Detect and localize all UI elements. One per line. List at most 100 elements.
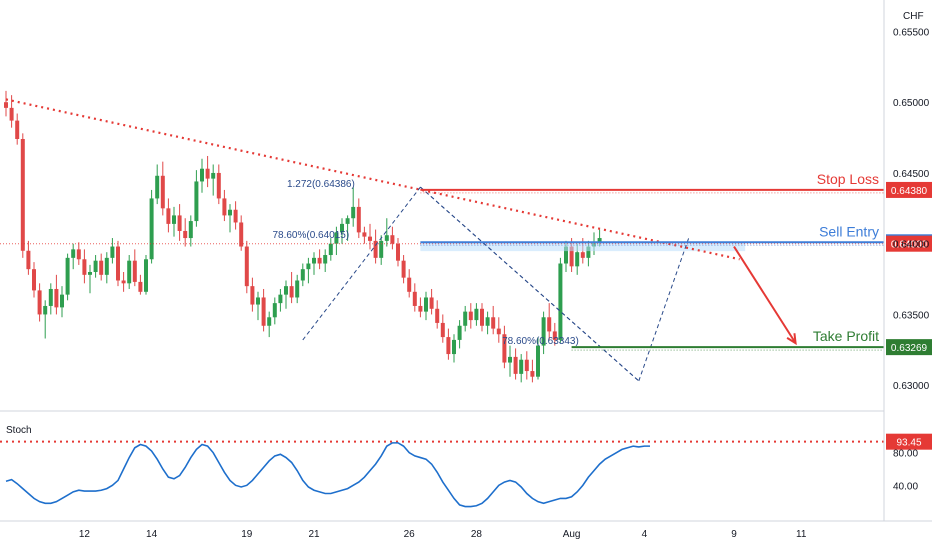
candle-body [407,277,412,292]
candle-body [188,221,193,239]
candle [82,249,87,284]
candle [239,215,244,251]
candle [401,255,406,284]
candle-body [250,286,255,305]
price-badge-label: 0.64000 [891,240,928,251]
descending-trendline [5,98,740,261]
candle [379,235,384,265]
candle-body [127,260,132,284]
sell-zone-band [420,242,746,252]
candle-body [205,168,210,179]
candle-body [356,206,361,233]
candle [71,243,76,270]
candle-body [256,297,260,305]
fib-label: 1.272(0.64386) [287,179,355,190]
candle [519,354,524,383]
candle-body [575,252,580,267]
candle-body [401,260,406,278]
candle [457,320,462,349]
candle [48,283,53,315]
candle-body [552,331,557,340]
candle [155,164,160,205]
candle-body [26,250,31,270]
candle [76,242,81,265]
candle-body [20,139,25,251]
date-tick-label: 4 [642,529,648,540]
candle-body [412,291,417,306]
candle [536,337,540,380]
candle-body [194,181,199,222]
candle [60,286,64,318]
candle [340,218,344,244]
candle-body [524,359,529,372]
candle-body [480,308,484,326]
candle [211,164,216,196]
candle-body [306,263,311,270]
date-tick-label: 12 [79,529,91,540]
candle-body [564,246,568,264]
candle [474,303,479,326]
candle-body [541,317,546,346]
candle-body [429,297,434,309]
candle [356,198,361,239]
target-arrow-line [733,245,797,344]
candle-body [272,303,277,318]
candle [160,161,165,216]
candle [99,253,104,281]
candle-body [418,305,423,312]
candle [491,305,496,335]
candle-body [155,175,160,199]
candle [166,198,171,233]
candle [4,90,8,117]
candle-body [547,317,552,332]
candle [435,300,440,329]
candle-body [452,339,456,355]
candle [188,215,193,247]
candle-body [558,263,563,340]
candle [552,322,557,346]
candle-body [239,222,244,247]
candle [480,303,484,332]
candle-body [278,294,283,304]
candle-body [54,288,59,308]
candle-body [99,260,104,275]
candle-body [183,230,188,239]
candle-body [76,249,81,260]
stoch-tick-label: 40.00 [893,481,918,492]
candle [172,206,176,237]
candle-body [121,280,126,284]
candle-body [580,252,585,258]
candle-body [144,259,148,292]
candle-body [200,168,204,182]
candle-body [160,175,165,209]
candle-body [261,297,266,326]
candle [300,263,305,287]
candle-body [267,317,272,326]
candle [547,303,552,340]
date-tick-label: 11 [796,529,807,540]
candle [233,201,238,230]
candle [138,274,143,295]
candle [256,291,260,321]
stoch-line [5,442,650,508]
candle-body [233,209,238,223]
date-tick-label: 9 [731,529,737,540]
price-axis: 0.63000 0.63500 0.64000 0.64500 0.65000 0.655… [0,0,932,522]
candle [127,255,132,289]
candle-body [71,249,76,258]
candle [216,164,221,205]
candle [88,264,92,294]
candle-body [435,308,440,323]
candle [65,253,70,301]
candle-body [228,209,232,216]
price-tick-label: 0.63000 [893,381,930,392]
candle-body [496,328,501,335]
candle-body [457,325,462,340]
price-badge [886,235,932,252]
candle-body [43,305,48,315]
candle-body [362,232,367,237]
candle-body [9,107,14,121]
candle [541,311,546,355]
candle [485,311,490,335]
